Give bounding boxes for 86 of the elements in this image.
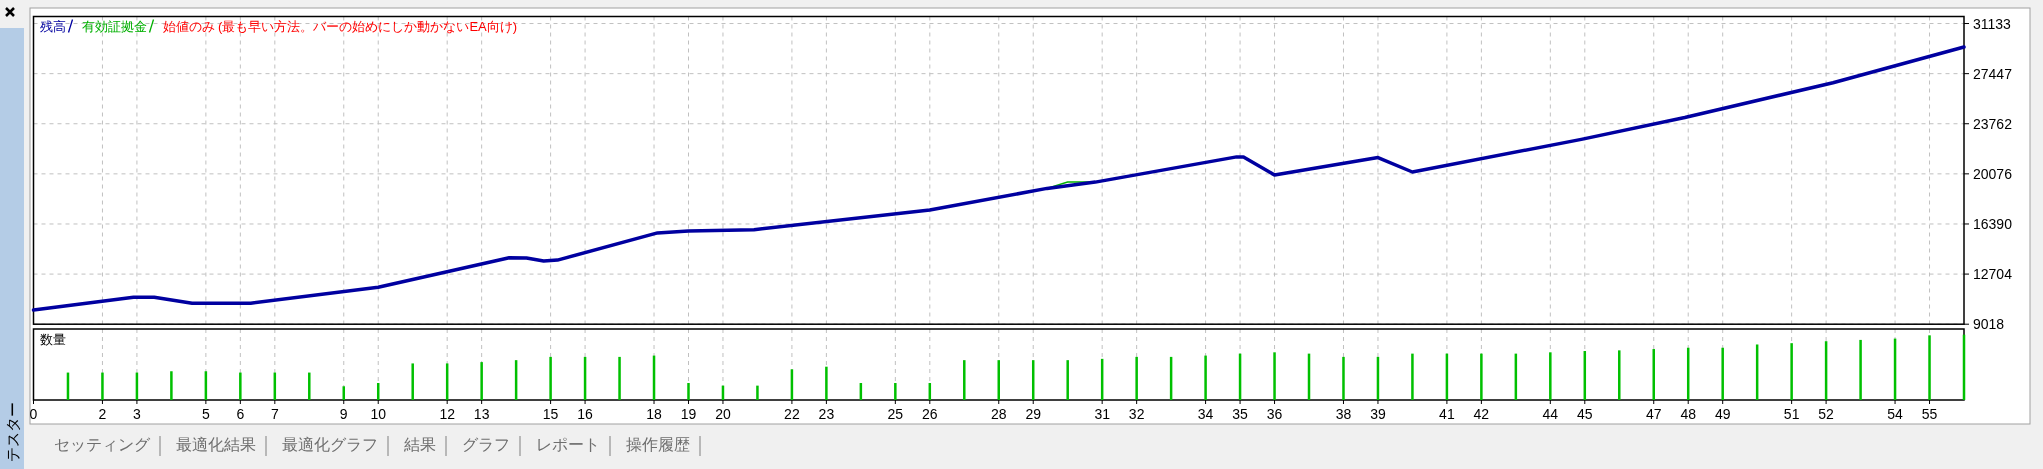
text: テスター — [4, 402, 21, 462]
bar — [1618, 350, 1621, 400]
x-tick-label: 12 — [439, 406, 456, 422]
line-series — [31, 45, 1966, 312]
x-tick-label: 9 — [339, 406, 348, 422]
chart-subtitle: 始値のみ (最も早い方法。バーの始めにしか動かないEA向け) — [162, 18, 518, 34]
x-tick-label: 36 — [1266, 406, 1283, 422]
x-tick-label: 55 — [1921, 406, 1938, 422]
x-tick-label: 19 — [680, 406, 697, 422]
x-tick-label: 34 — [1197, 406, 1214, 422]
bar — [170, 371, 173, 400]
bar — [1411, 353, 1414, 400]
bar — [894, 383, 897, 400]
x-tick-label: 13 — [473, 406, 490, 422]
y-tick-label: 31133 — [1973, 15, 2012, 32]
y-tick-label: 23762 — [1973, 115, 2013, 132]
x-tick-label: 28 — [990, 406, 1007, 422]
x-tick-label: 10 — [370, 406, 387, 422]
bar — [618, 356, 621, 400]
x-tick-label: 20 — [715, 406, 731, 422]
bar — [101, 372, 104, 400]
text: 最適化グラフ — [282, 436, 378, 453]
bar — [1928, 335, 1931, 400]
x-tick-label: 6 — [236, 406, 245, 422]
bar — [1480, 353, 1483, 400]
x-tick-label: 41 — [1439, 406, 1455, 422]
text: グラフ — [462, 436, 510, 453]
x-tick-label: 15 — [542, 406, 559, 422]
x-tick-label: 48 — [1680, 406, 1697, 422]
x-tick-label: 5 — [201, 406, 210, 422]
bar — [1652, 349, 1655, 400]
bar — [1342, 356, 1345, 400]
x-tick-label: 54 — [1887, 406, 1904, 422]
x-tick-label: 49 — [1714, 406, 1731, 422]
x-tick-label: 25 — [887, 406, 904, 422]
x-tick-label: 22 — [784, 406, 800, 422]
bar — [825, 366, 828, 400]
bar — [1135, 356, 1138, 400]
x-tick-label: 0 — [29, 406, 38, 422]
x-tick-label: 23 — [818, 406, 835, 422]
x-tick-label: 45 — [1577, 406, 1593, 422]
x-tick-label: 38 — [1335, 406, 1352, 422]
bar — [1273, 352, 1276, 400]
bar — [1549, 352, 1552, 400]
x-tick-label: 52 — [1818, 406, 1835, 422]
bar — [963, 360, 966, 400]
y-tick-label: 20076 — [1973, 165, 2013, 182]
y-tick-label: 12704 — [1973, 266, 2013, 283]
bar — [1790, 343, 1793, 400]
y-axis-title: 数量 — [39, 332, 66, 347]
bar — [308, 372, 311, 400]
x-tick-label: 2 — [98, 406, 107, 422]
text: セッティング — [54, 436, 151, 453]
y-tick-label: 9018 — [1973, 316, 2005, 333]
legend-label: 残高 — [39, 18, 66, 34]
bar — [1859, 339, 1862, 400]
x-tick-label: 31 — [1094, 406, 1111, 422]
bar — [480, 362, 483, 400]
x-tick-label: 51 — [1783, 406, 1800, 422]
text: 最適化結果 — [176, 436, 256, 453]
text: 操作履歴 — [626, 436, 690, 453]
y-tick-label: 16390 — [1973, 215, 2013, 232]
x-tick-label: 29 — [1025, 406, 1042, 422]
bar — [756, 385, 759, 400]
x-tick-label: 47 — [1645, 406, 1662, 422]
x-tick-label: 32 — [1128, 406, 1145, 422]
legend-label: 有効証拠金 — [81, 18, 147, 34]
bar — [239, 372, 242, 400]
bar — [411, 363, 414, 400]
bar — [1204, 355, 1207, 400]
x-tick-label: 42 — [1473, 406, 1490, 422]
x-tick-label: 35 — [1232, 406, 1249, 422]
bar — [687, 383, 690, 400]
x-tick-label: 39 — [1370, 406, 1386, 422]
x-tick-label: 26 — [922, 406, 938, 422]
x-tick-label: 18 — [646, 406, 663, 422]
bar — [549, 356, 552, 400]
x-tick-label: 44 — [1542, 406, 1559, 422]
x-tick-label: 7 — [270, 406, 279, 422]
bar — [1721, 347, 1724, 400]
text: レポート — [536, 436, 600, 453]
x-tick-label: 16 — [577, 406, 594, 422]
bar — [1066, 360, 1069, 400]
x-tick-label: 3 — [133, 406, 142, 422]
text: 結果 — [403, 436, 436, 453]
y-tick-label: 27447 — [1973, 65, 2013, 82]
